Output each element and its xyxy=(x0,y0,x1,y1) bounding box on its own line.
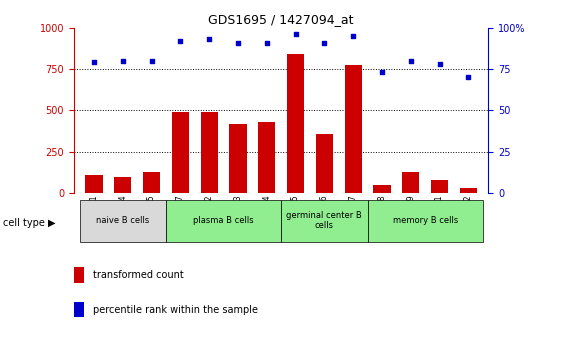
Bar xyxy=(431,180,448,193)
Bar xyxy=(316,134,333,193)
Text: naive B cells: naive B cells xyxy=(96,216,149,225)
Bar xyxy=(166,200,281,242)
Point xyxy=(89,60,98,65)
Point xyxy=(147,58,156,63)
Point xyxy=(118,58,127,63)
Bar xyxy=(281,200,367,242)
Bar xyxy=(114,177,131,193)
Point xyxy=(435,61,444,67)
Bar xyxy=(80,200,166,242)
Point xyxy=(233,40,243,45)
Bar xyxy=(258,122,275,193)
Point xyxy=(320,40,329,45)
Bar xyxy=(460,188,477,193)
Bar xyxy=(143,172,160,193)
Point xyxy=(291,31,300,37)
Point xyxy=(176,38,185,43)
Point xyxy=(464,75,473,80)
Title: GDS1695 / 1427094_at: GDS1695 / 1427094_at xyxy=(208,13,354,27)
Bar xyxy=(172,112,189,193)
Text: percentile rank within the sample: percentile rank within the sample xyxy=(93,305,257,315)
Bar xyxy=(402,172,419,193)
Bar xyxy=(345,65,362,193)
Point xyxy=(204,37,214,42)
Bar xyxy=(201,112,218,193)
Point xyxy=(262,40,272,45)
Point xyxy=(349,33,358,39)
Text: germinal center B
cells: germinal center B cells xyxy=(286,211,362,230)
Text: plasma B cells: plasma B cells xyxy=(193,216,254,225)
Bar xyxy=(367,200,483,242)
Bar xyxy=(373,185,391,193)
Text: memory B cells: memory B cells xyxy=(392,216,458,225)
Text: transformed count: transformed count xyxy=(93,270,183,280)
Point xyxy=(406,58,415,63)
Bar xyxy=(85,175,103,193)
Text: cell type ▶: cell type ▶ xyxy=(3,218,55,227)
Bar xyxy=(229,124,247,193)
Point xyxy=(377,70,386,75)
Bar xyxy=(287,54,304,193)
